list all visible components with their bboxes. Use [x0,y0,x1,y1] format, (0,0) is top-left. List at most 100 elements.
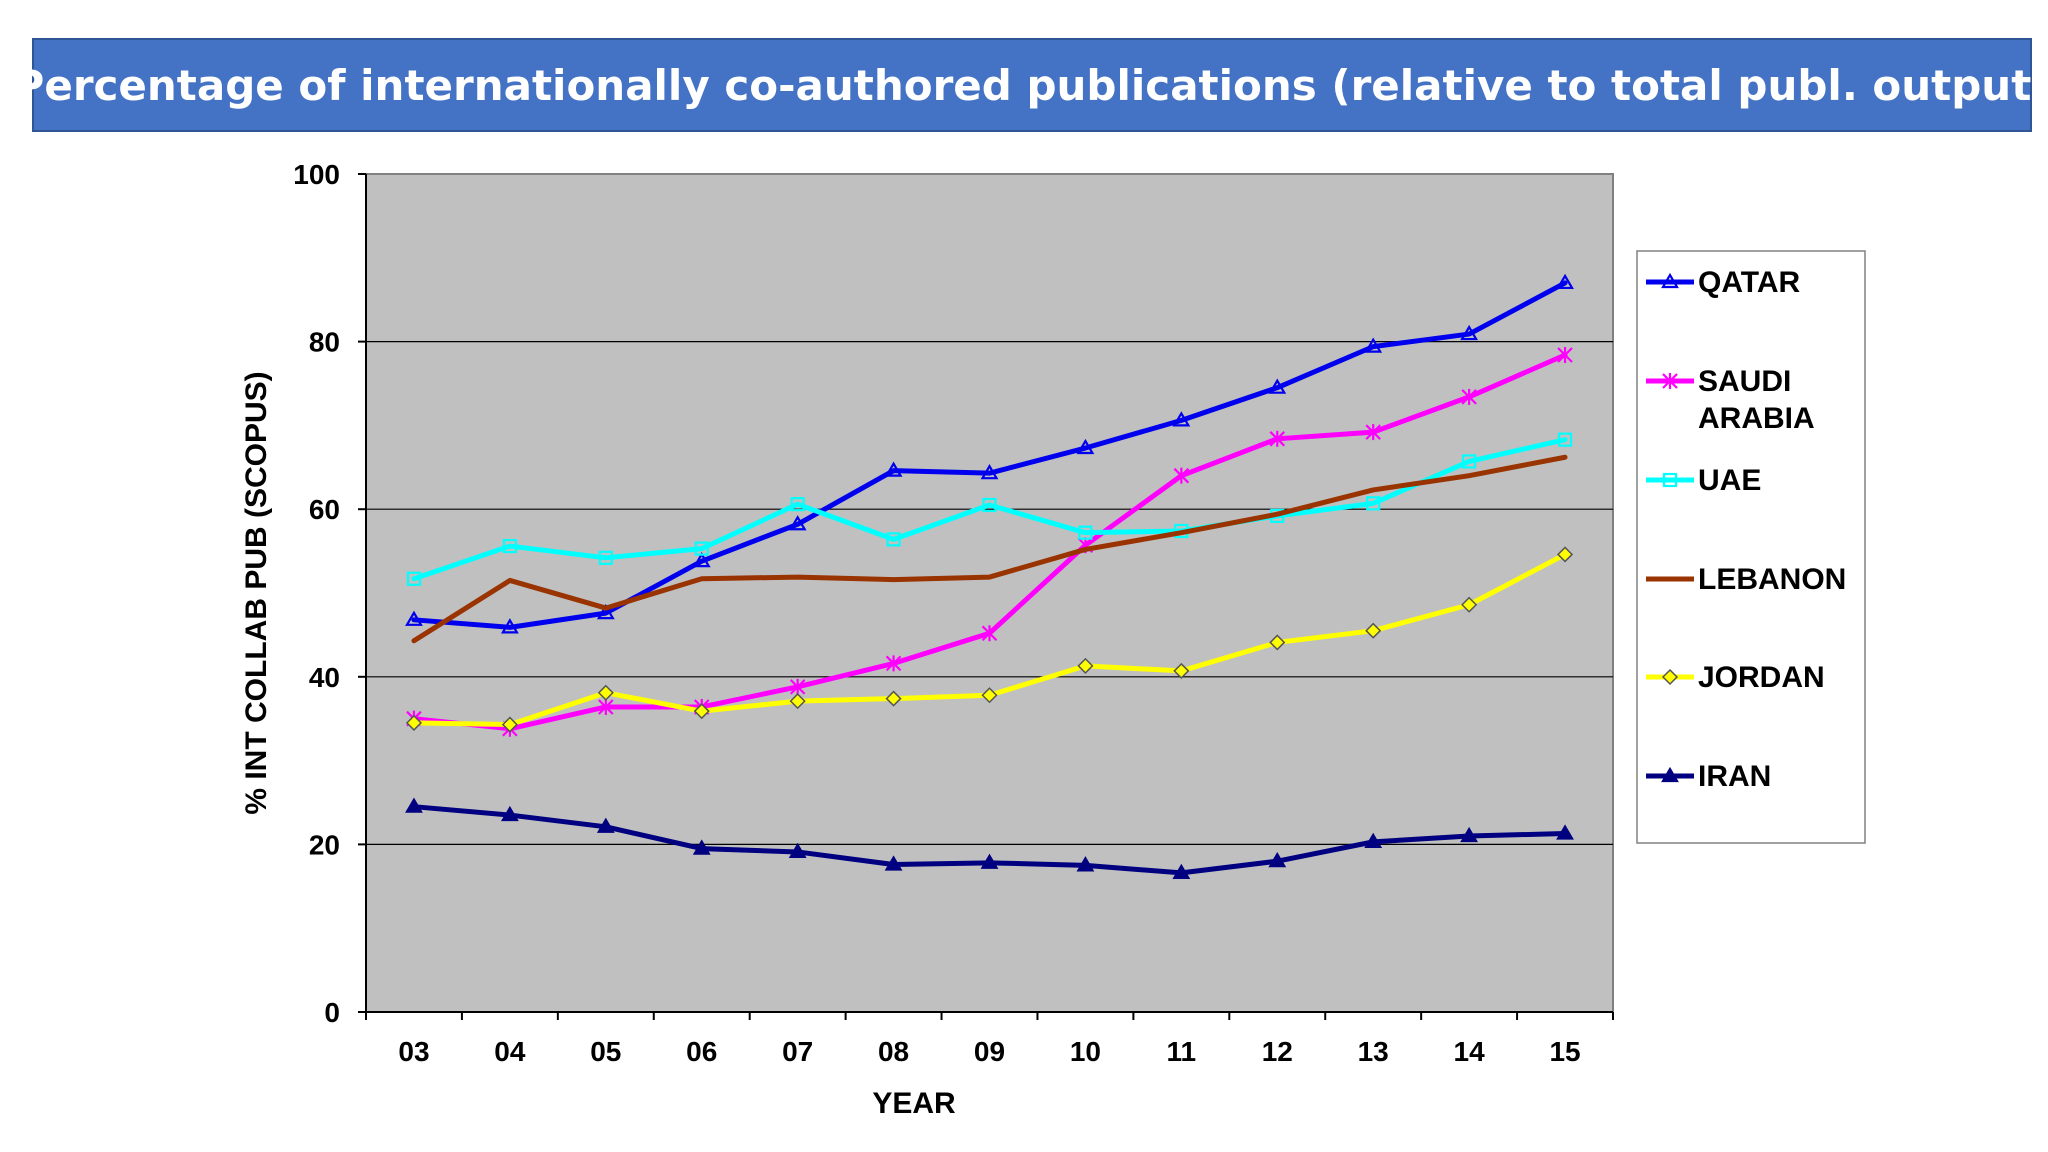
data-point [1661,668,1679,686]
data-point [789,693,806,710]
series-uae [406,432,1573,586]
data-point [884,855,903,871]
plot-area [365,173,1614,1013]
x-tick-label: 13 [1358,1036,1389,1067]
data-point [405,714,423,731]
data-point [596,603,615,620]
data-point [1365,622,1382,639]
data-point [1269,430,1286,447]
series-layer [405,273,1574,879]
legend-entry: JORDAN [1646,661,1825,694]
data-point [598,550,613,565]
legend-label: QATAR [1698,266,1801,299]
data-point [692,551,711,568]
data-point [885,655,902,672]
y-tick-label: 40 [309,662,340,693]
legend-box [1636,250,1866,844]
legend-entry: LEBANON [1646,563,1846,596]
series-line [411,280,1568,630]
data-point [1661,766,1679,783]
data-point [406,571,422,586]
x-tick-label: 03 [398,1036,429,1067]
data-point [884,461,903,477]
legend-label: JORDAN [1698,661,1825,694]
x-axis-ticks: 03 04 05 06 07 08 09 10 11 12 13 14 15 [365,1012,1614,1067]
data-point [1462,454,1477,469]
data-point [598,698,614,715]
data-point [1661,272,1679,289]
data-point [692,839,711,855]
data-point [1460,324,1479,341]
data-point [500,618,519,634]
data-point [1556,273,1574,290]
legend: QATAR SAUDI ARABIA UAE LEBANON JORDAN IRAN [1636,250,1866,844]
data-point [1662,472,1678,488]
data-point [501,716,518,733]
x-tick-label: 05 [590,1036,621,1067]
data-point [788,515,807,531]
data-point [1364,832,1383,848]
x-tick-label: 08 [878,1036,909,1067]
legend-entry: UAE [1646,464,1761,497]
data-point [1076,856,1095,872]
data-point [500,805,519,822]
series-jordan [405,546,1574,733]
legend-label: UAE [1698,464,1761,497]
legend-label: IRAN [1698,760,1771,793]
data-point [1364,337,1383,353]
data-point [1556,546,1574,563]
data-point [1172,863,1191,879]
y-axis-title: % INT COLLAB PUB (SCOPUS) [240,371,273,814]
x-tick-label: 06 [686,1036,717,1067]
data-point [980,463,999,480]
data-point [1076,438,1095,455]
x-tick-label: 15 [1549,1036,1580,1067]
legend-entry: IRAN [1646,760,1771,793]
data-point [1268,851,1287,868]
legend-entry: SAUDI ARABIA [1646,365,1815,435]
axes [365,174,1613,1013]
data-point [1173,662,1190,679]
data-point [694,541,709,556]
legend-label: SAUDI ARABIA [1698,365,1815,435]
data-point [597,684,614,701]
data-point [693,703,710,720]
legend-entry: QATAR [1646,266,1801,299]
y-tick-label: 0 [324,997,340,1028]
y-tick-label: 80 [309,327,340,358]
x-tick-label: 11 [1167,1036,1197,1067]
series-qatar [405,273,1574,634]
series-line [411,454,1568,644]
y-tick-label: 60 [309,494,340,525]
y-tick-label: 100 [293,159,340,190]
data-point [502,538,517,554]
data-point [405,610,423,626]
y-tick-label: 20 [309,829,340,860]
data-point [1268,378,1287,394]
data-point [1662,373,1678,389]
data-point [1365,424,1381,441]
data-point [886,532,901,547]
data-point [1078,525,1093,540]
data-point [1173,467,1190,484]
legend-label: LEBANON [1698,563,1846,596]
data-point [981,687,998,704]
data-point [790,497,805,512]
slide-title: Percentage of internationally co-authore… [14,38,2048,132]
data-point [982,497,997,513]
x-tick-label: 07 [782,1036,813,1067]
data-point [1269,634,1286,651]
data-point [980,853,999,869]
data-point [788,842,807,859]
data-point [789,678,806,695]
series-line [411,437,1568,582]
data-point [1556,824,1574,840]
x-tick-label: 09 [974,1036,1005,1067]
data-point [596,817,615,833]
y-axis-ticks: 0 20 40 60 80 100 [293,159,366,1028]
x-tick-label: 10 [1070,1036,1101,1067]
data-point [1077,657,1094,674]
data-point [1460,826,1479,843]
data-point [1461,596,1478,613]
